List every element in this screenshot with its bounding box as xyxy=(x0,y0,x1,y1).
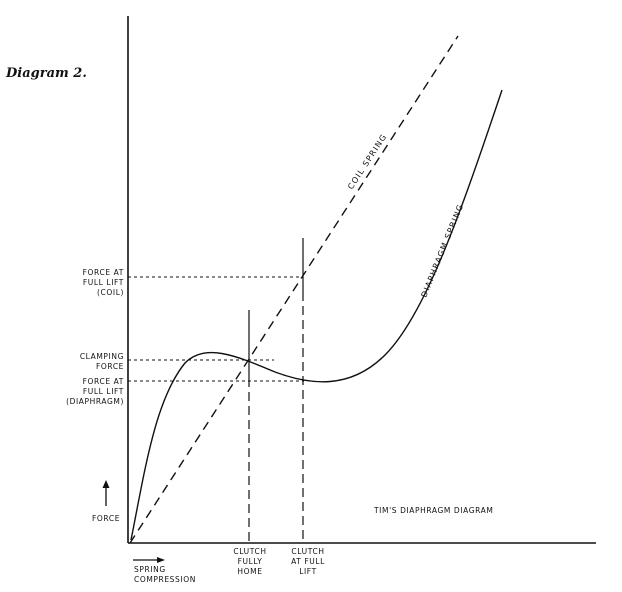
compression-arrow-head xyxy=(157,557,165,563)
force-label: FORCE xyxy=(92,514,121,523)
force-arrow-head xyxy=(102,480,110,488)
spring-compression-label: SPRING COMPRESSION xyxy=(134,565,196,584)
diagram-caption: TIM'S DIAPHRAGM DIAGRAM xyxy=(374,506,494,515)
clutch-full-lift-label: CLUTCH AT FULL LIFT xyxy=(291,547,325,576)
force-full-lift-diaphragm-label: FORCE AT FULL LIFT (DIAPHRAGM) xyxy=(66,377,124,406)
clutch-fully-home-label: CLUTCH FULLY HOME xyxy=(233,547,267,576)
diaphragm-spring-curve xyxy=(130,89,503,541)
clamping-force-label: CLAMPING FORCE xyxy=(79,352,124,371)
coil-spring-label: COIL SPRING xyxy=(346,132,389,191)
diagram-title: Diagram 2. xyxy=(6,66,87,81)
force-full-lift-coil-label: FORCE AT FULL LIFT (COIL) xyxy=(82,268,124,297)
diaphragm-spring-label: DIAPHRAGM SPRING xyxy=(420,202,466,298)
coil-spring-line xyxy=(129,35,459,544)
